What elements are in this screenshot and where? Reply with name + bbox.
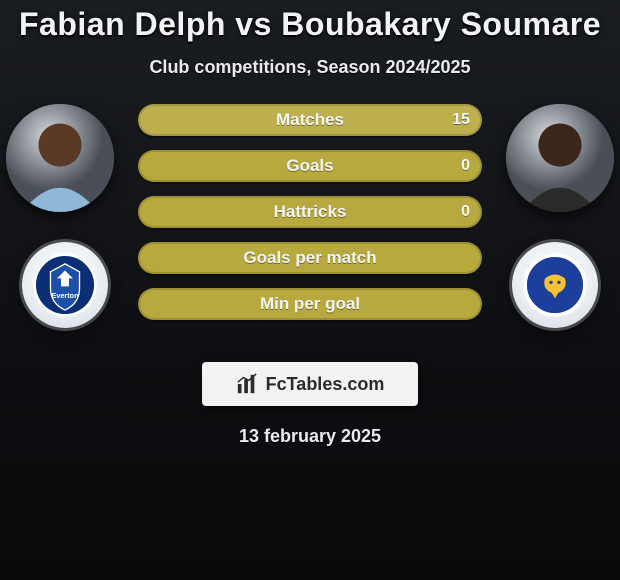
stat-value-right: 15 <box>452 111 470 129</box>
branding-badge: FcTables.com <box>202 362 418 406</box>
head <box>538 123 581 166</box>
date-label: 13 february 2025 <box>0 426 620 447</box>
page-title: Fabian Delph vs Boubakary Soumare <box>0 6 620 43</box>
person-icon <box>506 104 614 212</box>
bars-chart-icon <box>236 373 258 395</box>
head <box>38 123 81 166</box>
stat-bar: Hattricks 0 <box>138 196 482 228</box>
stat-value-right: 0 <box>461 203 470 221</box>
subtitle: Club competitions, Season 2024/2025 <box>0 57 620 78</box>
brand-text: FcTables.com <box>266 374 385 395</box>
shield-icon: Everton <box>32 252 98 318</box>
stat-bar: Goals 0 <box>138 150 482 182</box>
club-left-crest: Everton <box>22 242 108 328</box>
stat-label: Matches <box>276 110 344 130</box>
stat-label: Min per goal <box>260 294 360 314</box>
stat-bar: Goals per match <box>138 242 482 274</box>
stat-bar: Min per goal <box>138 288 482 320</box>
shield-icon <box>522 252 588 318</box>
stat-value-right: 0 <box>461 157 470 175</box>
crest-text: Everton <box>52 291 79 300</box>
stat-bar: Matches 15 <box>138 104 482 136</box>
stat-label: Goals per match <box>243 248 376 268</box>
stat-bars: Matches 15 Goals 0 Hattricks 0 Goals per match… <box>138 104 482 334</box>
comparison-card: Fabian Delph vs Boubakary Soumare Club c… <box>0 0 620 580</box>
comparison-content: Everton Matches 15 Goals 0 Hattricks 0 Goals p… <box>0 104 620 344</box>
person-icon <box>6 104 114 212</box>
stat-label: Hattricks <box>274 202 347 222</box>
player-left-avatar <box>6 104 114 212</box>
player-right-avatar <box>506 104 614 212</box>
club-right-crest <box>512 242 598 328</box>
stat-label: Goals <box>286 156 333 176</box>
